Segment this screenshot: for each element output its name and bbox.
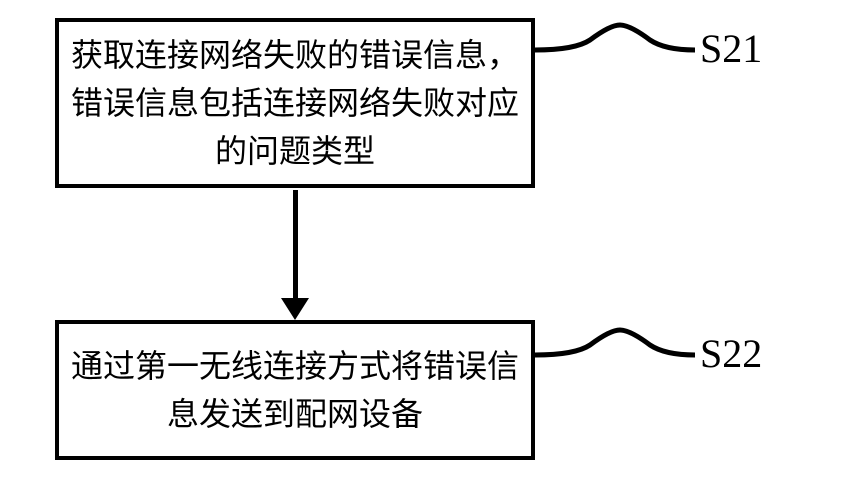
arrow-head-icon — [281, 298, 309, 320]
arrow-shaft — [293, 190, 298, 300]
bracket-connector-2 — [535, 325, 695, 385]
flowchart-step-2: 通过第一无线连接方式将错误信息发送到配网设备 — [55, 320, 535, 460]
flowchart-step-1: 获取连接网络失败的错误信息，错误信息包括连接网络失败对应的问题类型 — [55, 18, 535, 188]
step-2-text: 通过第一无线连接方式将错误信息发送到配网设备 — [59, 334, 531, 446]
step-label-s22: S22 — [700, 330, 762, 377]
step-1-text: 获取连接网络失败的错误信息，错误信息包括连接网络失败对应的问题类型 — [59, 23, 531, 183]
flowchart-canvas: 获取连接网络失败的错误信息，错误信息包括连接网络失败对应的问题类型 通过第一无线… — [0, 0, 854, 504]
step-label-s21: S21 — [700, 25, 762, 72]
bracket-connector-1 — [535, 20, 695, 80]
